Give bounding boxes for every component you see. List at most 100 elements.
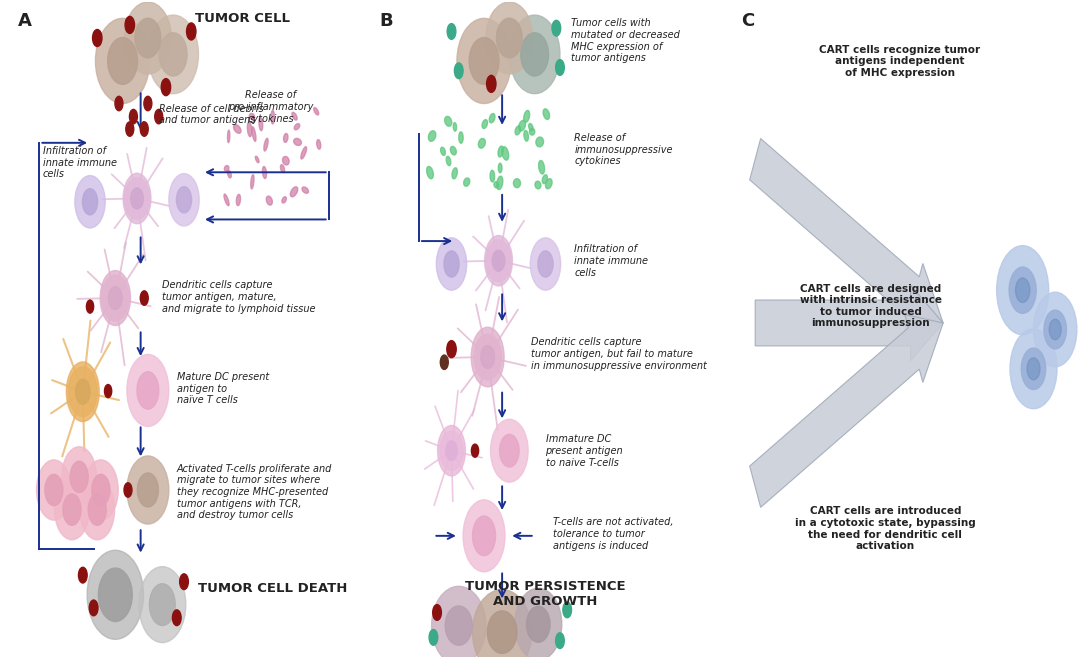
Circle shape (437, 426, 466, 476)
Text: Dendritic cells capture
tumor antigen, but fail to mature
in immunosuppressive e: Dendritic cells capture tumor antigen, b… (531, 337, 707, 370)
Ellipse shape (237, 194, 240, 206)
Ellipse shape (124, 177, 149, 219)
Ellipse shape (1010, 329, 1057, 409)
Circle shape (429, 629, 437, 645)
Ellipse shape (271, 111, 275, 124)
Circle shape (161, 78, 170, 96)
Ellipse shape (101, 275, 129, 321)
Circle shape (447, 341, 456, 358)
Ellipse shape (1050, 319, 1062, 340)
Ellipse shape (527, 606, 550, 643)
Circle shape (441, 355, 448, 370)
Ellipse shape (135, 18, 160, 58)
Circle shape (141, 122, 148, 136)
Ellipse shape (177, 186, 192, 213)
Circle shape (455, 63, 463, 78)
Ellipse shape (228, 171, 231, 178)
Ellipse shape (524, 130, 528, 141)
Ellipse shape (84, 460, 118, 520)
Ellipse shape (481, 345, 494, 368)
Ellipse shape (451, 146, 456, 155)
Text: TUMOR CELL: TUMOR CELL (195, 12, 290, 25)
Text: A: A (17, 12, 32, 30)
Ellipse shape (502, 147, 508, 160)
Text: Immature DC
present antigen
to naive T-cells: Immature DC present antigen to naive T-c… (546, 434, 623, 467)
Ellipse shape (473, 334, 502, 380)
Text: Tumor cells with
mutated or decreased
MHC expression of
tumor antigens: Tumor cells with mutated or decreased MH… (571, 18, 680, 63)
Ellipse shape (159, 33, 187, 76)
Ellipse shape (36, 460, 71, 520)
Text: TUMOR PERSISTENCE
AND GROWTH: TUMOR PERSISTENCE AND GROWTH (465, 580, 626, 608)
Ellipse shape (316, 140, 321, 149)
Ellipse shape (499, 163, 502, 173)
Circle shape (123, 173, 151, 223)
Ellipse shape (233, 125, 241, 133)
Ellipse shape (124, 2, 171, 74)
Ellipse shape (491, 419, 528, 482)
Ellipse shape (485, 240, 512, 281)
Ellipse shape (472, 590, 531, 659)
Circle shape (79, 567, 87, 583)
Ellipse shape (530, 238, 561, 290)
Ellipse shape (538, 251, 553, 277)
Circle shape (144, 96, 152, 111)
Text: Infiltration of
innate immune
cells: Infiltration of innate immune cells (575, 244, 648, 277)
Ellipse shape (302, 187, 309, 193)
Ellipse shape (264, 138, 268, 151)
Ellipse shape (281, 197, 287, 203)
Ellipse shape (520, 33, 549, 76)
Ellipse shape (514, 179, 520, 188)
Text: TUMOR CELL DEATH: TUMOR CELL DEATH (199, 582, 348, 594)
Ellipse shape (92, 474, 110, 505)
Ellipse shape (148, 15, 199, 94)
Ellipse shape (518, 121, 526, 131)
Text: CART cells are introduced
in a cytotoxic state, bypassing
the need for dendritic: CART cells are introduced in a cytotoxic… (795, 506, 975, 551)
Ellipse shape (457, 18, 512, 103)
Ellipse shape (127, 456, 169, 524)
Ellipse shape (485, 2, 532, 74)
Circle shape (89, 600, 98, 616)
Ellipse shape (263, 167, 266, 179)
Ellipse shape (259, 117, 263, 130)
FancyArrow shape (755, 285, 943, 360)
Ellipse shape (472, 516, 495, 556)
Ellipse shape (524, 111, 529, 123)
Text: C: C (741, 12, 754, 30)
Ellipse shape (427, 167, 433, 179)
Ellipse shape (314, 107, 319, 115)
Circle shape (563, 602, 572, 617)
Circle shape (471, 444, 479, 457)
Ellipse shape (293, 138, 301, 146)
Ellipse shape (131, 188, 143, 209)
Text: Infiltration of
innate immune
cells: Infiltration of innate immune cells (43, 146, 117, 179)
Ellipse shape (62, 447, 96, 507)
Ellipse shape (292, 112, 297, 120)
Text: CART cells are designed
with intrinsic resistance
to tumor induced
immunosuppres: CART cells are designed with intrinsic r… (800, 283, 942, 328)
Ellipse shape (1009, 267, 1036, 314)
Circle shape (141, 291, 148, 305)
Ellipse shape (95, 18, 149, 103)
Circle shape (433, 604, 442, 620)
Ellipse shape (228, 130, 230, 143)
Circle shape (124, 483, 132, 497)
Circle shape (125, 122, 134, 136)
Circle shape (100, 271, 131, 326)
Ellipse shape (75, 380, 91, 404)
Ellipse shape (295, 124, 300, 130)
Text: Release of
pro-inflammatory
cytokines: Release of pro-inflammatory cytokines (228, 90, 313, 124)
Ellipse shape (88, 494, 106, 525)
Ellipse shape (446, 441, 457, 461)
Ellipse shape (137, 473, 158, 507)
Text: Release of cell debris
and tumor antigens: Release of cell debris and tumor antigen… (158, 103, 263, 125)
Ellipse shape (301, 147, 307, 159)
Ellipse shape (490, 170, 494, 182)
Circle shape (187, 23, 196, 40)
Ellipse shape (464, 178, 470, 186)
Circle shape (105, 384, 111, 397)
Ellipse shape (127, 355, 169, 426)
Ellipse shape (69, 367, 97, 416)
Ellipse shape (252, 127, 256, 141)
Ellipse shape (441, 147, 445, 156)
Ellipse shape (482, 119, 488, 129)
Ellipse shape (500, 434, 519, 467)
